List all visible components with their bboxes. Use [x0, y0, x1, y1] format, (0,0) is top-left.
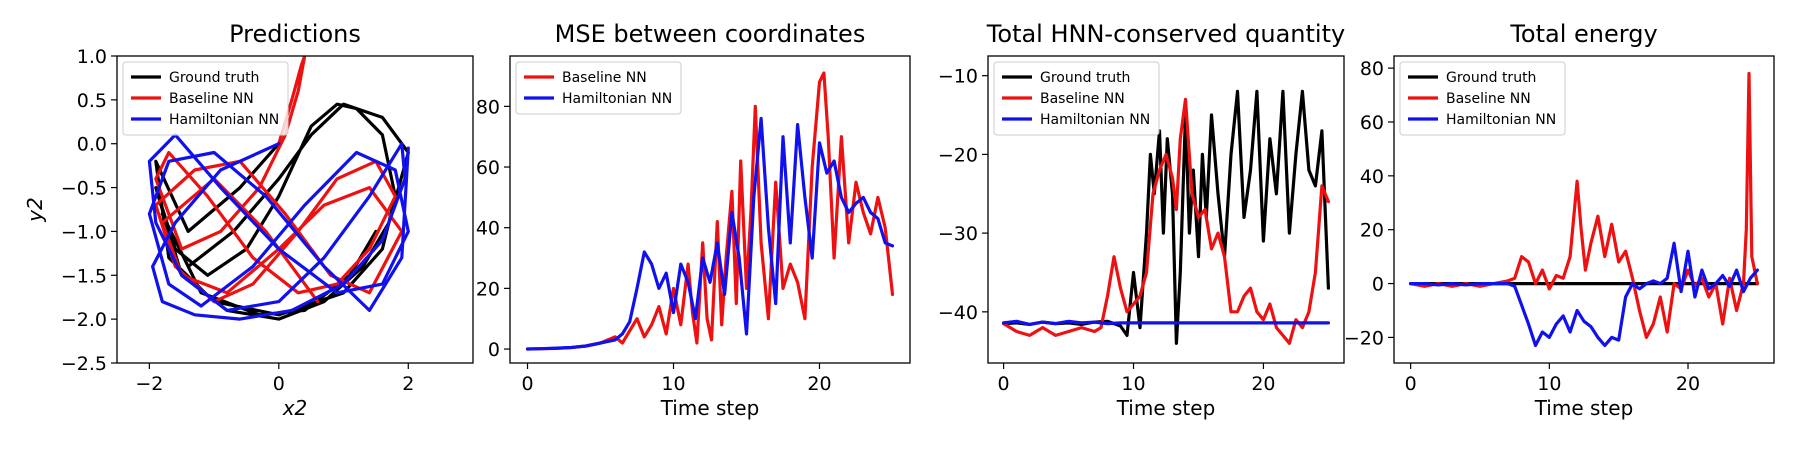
x-tick-label: 2	[402, 373, 414, 395]
axes-frame	[116, 55, 474, 364]
y-tick-label: 0	[488, 339, 500, 361]
x-axis-label: x2	[282, 396, 308, 420]
y-tick-label: −1.5	[61, 265, 107, 287]
legend-label: Baseline NN	[1040, 91, 1125, 107]
chart-predictions: Predictions −2 0 2 −2.5 −2.0 −1.5 −1.0 −0.5 0.0 0.…	[23, 20, 474, 420]
series-line-hamiltonian-nn	[525, 116, 895, 351]
legend-label: Hamiltonian NN	[1446, 112, 1556, 128]
y-tick-label: 60	[1360, 112, 1384, 134]
legend: Ground truth Baseline NN Hamiltonian NN	[1399, 61, 1566, 136]
legend-label: Baseline NN	[562, 70, 647, 86]
y-axis-label: y2	[23, 197, 47, 223]
y-tick-label: −40	[938, 302, 978, 324]
y-tick-label: −2.5	[61, 353, 107, 375]
chart-mse: MSE between coordinates 0 10 20 0 20 40 60 80 Tim…	[476, 20, 911, 420]
legend-box	[1399, 61, 1566, 136]
x-tick-label: 10	[1537, 373, 1561, 395]
plot-area	[1002, 89, 1330, 345]
x-tick-label: 10	[661, 373, 685, 395]
y-tick-label: −10	[938, 66, 978, 88]
legend-label: Baseline NN	[1446, 91, 1531, 107]
x-tick-label: 20	[807, 373, 831, 395]
legend-box	[515, 61, 682, 115]
y-tick-label: 0.5	[77, 90, 107, 112]
chart-title: Total HNN-conserved quantity	[986, 20, 1345, 48]
y-tick-label: −20	[938, 144, 978, 166]
y-tick-label: −30	[938, 223, 978, 245]
legend-label: Hamiltonian NN	[169, 112, 279, 128]
x-tick-label: 0	[1405, 373, 1417, 395]
x-axis-label: Time step	[660, 396, 760, 420]
x-tick-label: 0	[273, 373, 285, 395]
legend-label: Ground truth	[1446, 70, 1536, 86]
y-tick-label: 80	[476, 96, 500, 118]
legend: Baseline NN Hamiltonian NN	[515, 61, 682, 115]
legend: Ground truth Baseline NN Hamiltonian NN	[122, 61, 289, 136]
y-tick-label: −1.0	[61, 221, 107, 243]
legend: Ground truth Baseline NN Hamiltonian NN	[993, 61, 1160, 136]
y-tick-label: 40	[1360, 166, 1384, 188]
series-line-baseline-nn	[525, 71, 895, 351]
chart-energy: Total energy 0 10 20 −20 0 20 40 60 80 Time step Gr…	[1344, 20, 1775, 420]
legend-label: Ground truth	[169, 70, 259, 86]
axes-frame	[987, 55, 1345, 364]
y-tick-label: 20	[1360, 220, 1384, 242]
legend-label: Hamiltonian NN	[562, 91, 672, 107]
legend-box	[993, 61, 1160, 136]
legend-label: Ground truth	[1040, 70, 1130, 86]
x-tick-label: −2	[135, 373, 163, 395]
y-tick-label: −2.0	[61, 309, 107, 331]
series-line-baseline-nn	[1002, 97, 1330, 345]
chart-title: MSE between coordinates	[555, 20, 866, 48]
y-tick-label: 0.0	[77, 134, 107, 156]
y-tick-label: 60	[476, 157, 500, 179]
chart-title: Predictions	[229, 20, 361, 48]
series-line-baseline-nn	[1409, 71, 1759, 339]
axes-frame	[1393, 55, 1775, 364]
y-tick-label: −20	[1344, 327, 1384, 349]
series-line-hamiltonian-nn	[1002, 319, 1330, 326]
x-tick-label: 10	[1121, 373, 1145, 395]
y-tick-label: 80	[1360, 58, 1384, 80]
x-tick-label: 0	[521, 373, 533, 395]
y-tick-label: 0	[1372, 274, 1384, 296]
y-tick-label: −0.5	[61, 178, 107, 200]
series-line-hamiltonian-nn	[1409, 241, 1759, 348]
chart-hnn: Total HNN-conserved quantity 0 10 20 −40 −30 −…	[938, 20, 1345, 420]
legend-label: Hamiltonian NN	[1040, 112, 1150, 128]
x-tick-label: 20	[1251, 373, 1275, 395]
series-line-baseline-nn	[154, 56, 404, 304]
plot-area	[525, 71, 895, 351]
x-tick-label: 20	[1676, 373, 1700, 395]
chart-title: Total energy	[1509, 20, 1657, 48]
axes-frame	[509, 55, 911, 364]
plot-area	[1409, 71, 1759, 348]
y-tick-label: 20	[476, 278, 500, 300]
legend-label: Baseline NN	[169, 91, 254, 107]
x-axis-label: Time step	[1534, 396, 1634, 420]
x-tick-label: 0	[998, 373, 1010, 395]
x-axis-label: Time step	[1116, 396, 1216, 420]
legend-box	[122, 61, 289, 136]
y-tick-label: 40	[476, 218, 500, 240]
y-tick-label: 1.0	[77, 46, 107, 68]
